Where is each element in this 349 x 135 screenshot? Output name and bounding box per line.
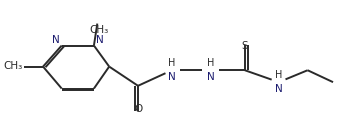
Text: H: H [168, 58, 176, 68]
Text: CH₃: CH₃ [89, 25, 109, 35]
Text: N: N [207, 72, 215, 82]
Text: N: N [168, 72, 176, 82]
Text: CH₃: CH₃ [3, 61, 23, 71]
Text: S: S [242, 41, 248, 51]
Text: N: N [96, 35, 103, 45]
Text: H: H [275, 70, 282, 80]
Text: O: O [134, 104, 142, 114]
Text: N: N [275, 84, 283, 94]
Text: N: N [52, 35, 60, 45]
Text: H: H [207, 58, 215, 68]
